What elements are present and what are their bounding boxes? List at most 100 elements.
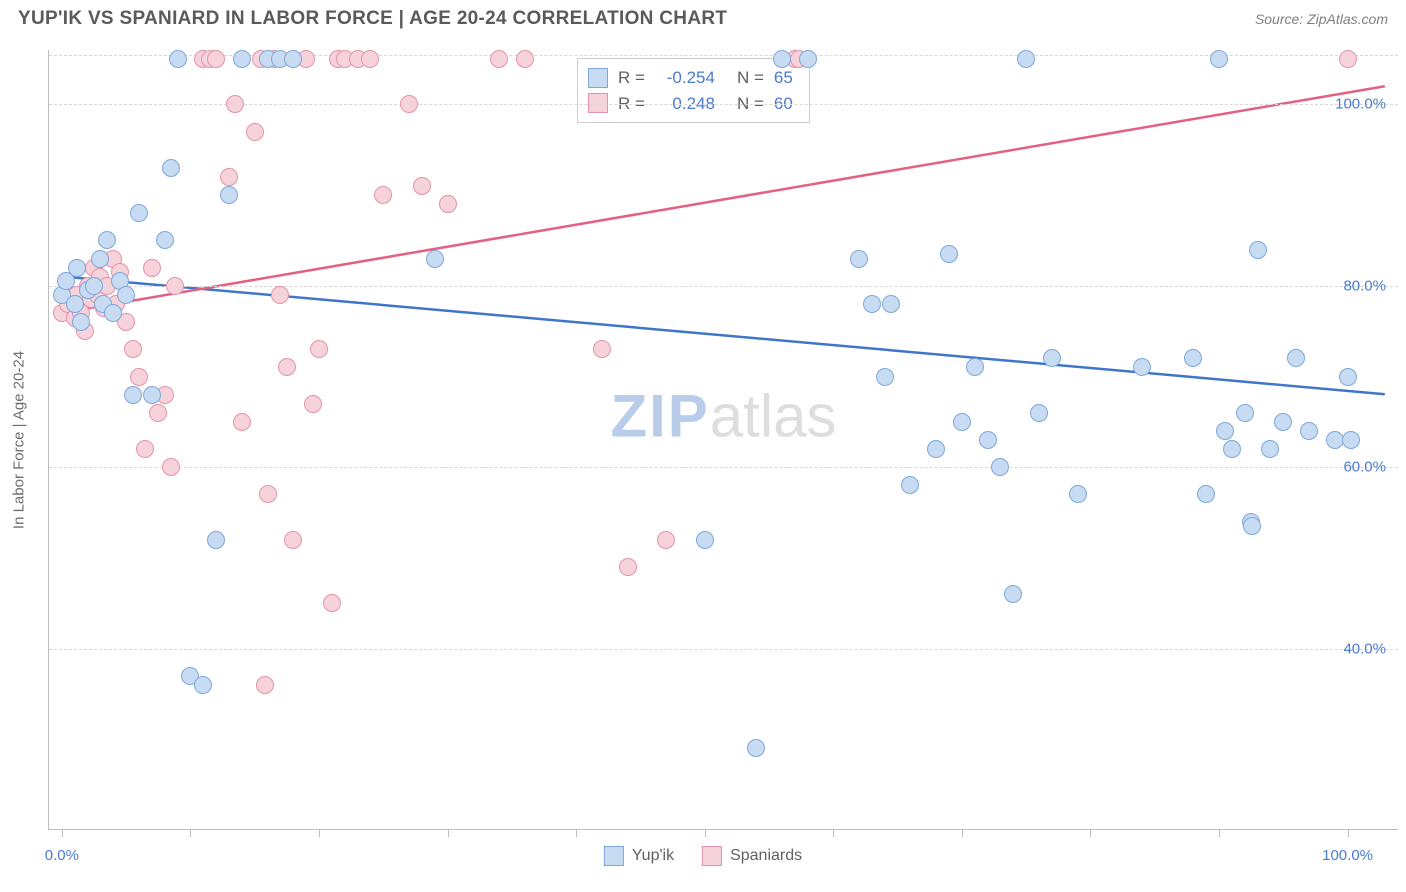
source-label: Source: ZipAtlas.com [1255, 11, 1388, 27]
x-tick [705, 829, 706, 837]
scatter-point-yupik [1197, 485, 1215, 503]
scatter-point-spaniards [124, 340, 142, 358]
scatter-point-yupik [991, 458, 1009, 476]
trend-lines [49, 50, 1398, 829]
stat-n-label: N = [737, 65, 764, 91]
scatter-point-yupik [863, 295, 881, 313]
scatter-point-yupik [1287, 349, 1305, 367]
scatter-point-spaniards [413, 177, 431, 195]
scatter-point-spaniards [166, 277, 184, 295]
stat-r-label: R = [618, 91, 645, 117]
scatter-point-yupik [91, 250, 109, 268]
watermark: ZIPatlas [610, 382, 836, 451]
scatter-point-spaniards [136, 440, 154, 458]
scatter-point-yupik [104, 304, 122, 322]
scatter-point-yupik [850, 250, 868, 268]
x-tick-label: 0.0% [45, 847, 79, 864]
scatter-point-spaniards [323, 594, 341, 612]
scatter-point-spaniards [516, 50, 534, 68]
gridline [49, 467, 1398, 468]
scatter-point-yupik [773, 50, 791, 68]
scatter-point-spaniards [310, 340, 328, 358]
scatter-point-yupik [1043, 349, 1061, 367]
scatter-point-yupik [1133, 358, 1151, 376]
scatter-point-spaniards [657, 531, 675, 549]
watermark-part2: atlas [710, 383, 837, 450]
y-tick-label: 100.0% [1335, 96, 1386, 113]
scatter-point-yupik [1249, 241, 1267, 259]
x-tick [62, 829, 63, 837]
x-tick [1219, 829, 1220, 837]
scatter-point-yupik [220, 186, 238, 204]
scatter-point-yupik [162, 159, 180, 177]
y-axis-title: In Labor Force | Age 20-24 [11, 350, 28, 528]
scatter-point-yupik [1274, 413, 1292, 431]
x-tick [962, 829, 963, 837]
stat-n-label: N = [737, 91, 764, 117]
scatter-point-yupik [696, 531, 714, 549]
scatter-point-yupik [940, 245, 958, 263]
legend-swatch-yupik [588, 68, 608, 88]
scatter-point-yupik [876, 368, 894, 386]
scatter-point-spaniards [400, 95, 418, 113]
scatter-point-yupik [953, 413, 971, 431]
scatter-point-spaniards [259, 485, 277, 503]
trend-line-yupik [62, 276, 1385, 394]
x-tick [190, 829, 191, 837]
scatter-point-yupik [85, 277, 103, 295]
stats-row-yupik: R =-0.254N =65 [588, 65, 793, 91]
gridline [49, 55, 1398, 56]
scatter-point-spaniards [278, 358, 296, 376]
stats-row-spaniards: R = 0.248 N = 60 [588, 91, 793, 117]
scatter-point-spaniards [220, 168, 238, 186]
scatter-point-yupik [98, 231, 116, 249]
scatter-point-yupik [966, 358, 984, 376]
scatter-point-spaniards [439, 195, 457, 213]
scatter-point-spaniards [207, 50, 225, 68]
scatter-point-yupik [143, 386, 161, 404]
scatter-point-yupik [156, 231, 174, 249]
x-tick [1090, 829, 1091, 837]
legend-swatch-yupik [604, 846, 624, 866]
scatter-point-yupik [1004, 585, 1022, 603]
scatter-point-yupik [207, 531, 225, 549]
scatter-point-yupik [72, 313, 90, 331]
scatter-point-spaniards [162, 458, 180, 476]
scatter-point-yupik [1339, 368, 1357, 386]
scatter-point-yupik [1069, 485, 1087, 503]
scatter-point-yupik [1030, 404, 1048, 422]
scatter-point-yupik [1326, 431, 1344, 449]
legend-label: Yup'ik [632, 847, 674, 865]
scatter-point-yupik [1236, 404, 1254, 422]
chart-plot-area: In Labor Force | Age 20-24 ZIPatlas R =-… [48, 50, 1398, 830]
stat-r-label: R = [618, 65, 645, 91]
correlation-stats-box: R =-0.254N =65R =0.248N =60 [577, 58, 810, 123]
legend-label: Spaniards [730, 847, 802, 865]
scatter-point-spaniards [256, 676, 274, 694]
scatter-point-yupik [882, 295, 900, 313]
x-tick [833, 829, 834, 837]
scatter-point-yupik [169, 50, 187, 68]
gridline [49, 649, 1398, 650]
stat-n-value: 65 [774, 65, 793, 91]
scatter-point-spaniards [304, 395, 322, 413]
x-tick-label: 100.0% [1322, 847, 1373, 864]
scatter-point-yupik [901, 476, 919, 494]
scatter-point-spaniards [149, 404, 167, 422]
scatter-point-yupik [68, 259, 86, 277]
scatter-point-spaniards [361, 50, 379, 68]
scatter-point-spaniards [593, 340, 611, 358]
scatter-point-spaniards [233, 413, 251, 431]
chart-title: YUP'IK VS SPANIARD IN LABOR FORCE | AGE … [18, 8, 727, 30]
stat-n-value: 60 [774, 91, 793, 117]
legend-swatch-spaniards [702, 846, 722, 866]
scatter-point-yupik [1342, 431, 1360, 449]
scatter-point-spaniards [143, 259, 161, 277]
gridline [49, 286, 1398, 287]
scatter-point-yupik [747, 739, 765, 757]
scatter-point-yupik [426, 250, 444, 268]
stat-r-value: 0.248 [655, 91, 715, 117]
y-tick-label: 60.0% [1343, 459, 1386, 476]
scatter-point-yupik [927, 440, 945, 458]
x-tick [319, 829, 320, 837]
